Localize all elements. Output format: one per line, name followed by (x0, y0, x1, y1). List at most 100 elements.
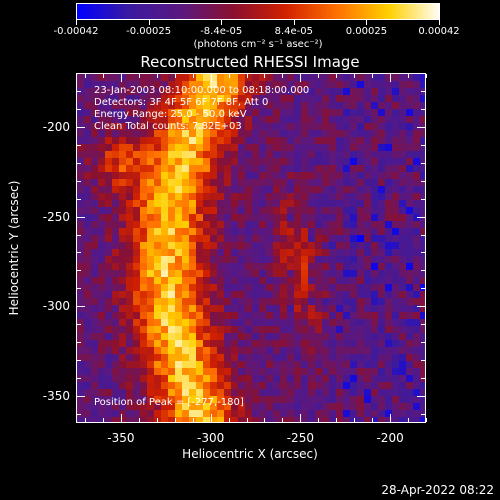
heatmap-cell (343, 375, 351, 383)
heatmap-cell (350, 277, 358, 285)
heatmap-cell (287, 193, 295, 201)
heatmap-cell (364, 368, 372, 376)
heatmap-cell (336, 270, 344, 278)
annotation-peak-position: Position of Peak = [-277,-180] (94, 397, 244, 408)
heatmap-cell (126, 410, 134, 418)
heatmap-cell (385, 277, 393, 285)
heatmap-cell (91, 305, 99, 313)
heatmap-cell (98, 158, 106, 166)
heatmap-cell (245, 319, 253, 327)
heatmap-cell (203, 417, 211, 422)
heatmap-cell (98, 88, 106, 96)
heatmap-cell (294, 347, 302, 355)
heatmap-cell (112, 270, 120, 278)
heatmap-cell (231, 277, 239, 285)
heatmap-cell (329, 130, 337, 138)
heatmap-cell (112, 193, 120, 201)
heatmap-cell (259, 305, 267, 313)
heatmap-cell (154, 102, 162, 110)
heatmap-cell (385, 172, 393, 180)
heatmap-cell (406, 200, 414, 208)
heatmap-cell (273, 186, 281, 194)
heatmap-cell (357, 361, 365, 369)
heatmap-cell (126, 207, 134, 215)
heatmap-cell (161, 116, 169, 124)
heatmap-cell (147, 256, 155, 264)
heatmap-cell (343, 144, 351, 152)
heatmap-cell (119, 319, 127, 327)
heatmap-cell (133, 74, 141, 82)
heatmap-cell (301, 284, 309, 292)
heatmap-cell (266, 410, 274, 418)
heatmap-cell (140, 102, 148, 110)
heatmap-cell (413, 116, 421, 124)
heatmap-cell (91, 249, 99, 257)
heatmap-cell (357, 172, 365, 180)
heatmap-cell (182, 165, 190, 173)
heatmap-cell (196, 102, 204, 110)
heatmap-cell (189, 396, 197, 404)
heatmap-cell (161, 333, 169, 341)
heatmap-cell (329, 207, 337, 215)
heatmap-cell (413, 151, 421, 159)
heatmap-cell (119, 242, 127, 250)
heatmap-cell (322, 242, 330, 250)
heatmap-cell (294, 116, 302, 124)
heatmap-cell (364, 270, 372, 278)
heatmap-cell (420, 207, 425, 215)
heatmap-cell (280, 109, 288, 117)
heatmap-cell (329, 123, 337, 131)
heatmap-cell (189, 193, 197, 201)
heatmap-cell (287, 410, 295, 418)
heatmap-cell (322, 144, 330, 152)
heatmap-cell (266, 368, 274, 376)
heatmap-cell (371, 277, 379, 285)
heatmap-cell (238, 116, 246, 124)
heatmap-cell (308, 137, 316, 145)
heatmap-cell (245, 389, 253, 397)
heatmap-cell (126, 396, 134, 404)
heatmap-cell (189, 242, 197, 250)
heatmap-cell (112, 305, 120, 313)
heatmap-cell (231, 200, 239, 208)
heatmap-cell (189, 214, 197, 222)
heatmap-cell (259, 95, 267, 103)
heatmap-cell (287, 242, 295, 250)
heatmap-cell (217, 74, 225, 82)
heatmap-cell (196, 81, 204, 89)
heatmap-cell (231, 312, 239, 320)
heatmap-cell (280, 130, 288, 138)
heatmap-cell (98, 123, 106, 131)
heatmap-cell (371, 382, 379, 390)
heatmap-cell (210, 74, 218, 82)
heatmap-cell (133, 389, 141, 397)
heatmap-cell (140, 186, 148, 194)
heatmap-cell (147, 382, 155, 390)
heatmap-cell (196, 116, 204, 124)
heatmap-cell (210, 165, 218, 173)
x-minor-tick (372, 74, 374, 78)
heatmap-cell (224, 74, 232, 82)
heatmap-cell (413, 270, 421, 278)
heatmap-cell (126, 165, 134, 173)
heatmap-cell (147, 242, 155, 250)
heatmap-cell (420, 256, 425, 264)
heatmap-cell (217, 95, 225, 103)
heatmap-cell (280, 284, 288, 292)
heatmap-cell (182, 361, 190, 369)
heatmap-cell (91, 361, 99, 369)
heatmap-cell (231, 354, 239, 362)
heatmap-cell (378, 319, 386, 327)
heatmap-cell (231, 263, 239, 271)
heatmap-cell (140, 305, 148, 313)
heatmap-cell (175, 361, 183, 369)
heatmap-cell (182, 151, 190, 159)
heatmap-cell (231, 116, 239, 124)
heatmap-cell (294, 354, 302, 362)
heatmap-cell (259, 270, 267, 278)
heatmap-cell (84, 249, 92, 257)
heatmap-cell (329, 242, 337, 250)
heatmap-cell (378, 361, 386, 369)
heatmap-cell (357, 396, 365, 404)
heatmap-cell (385, 200, 393, 208)
